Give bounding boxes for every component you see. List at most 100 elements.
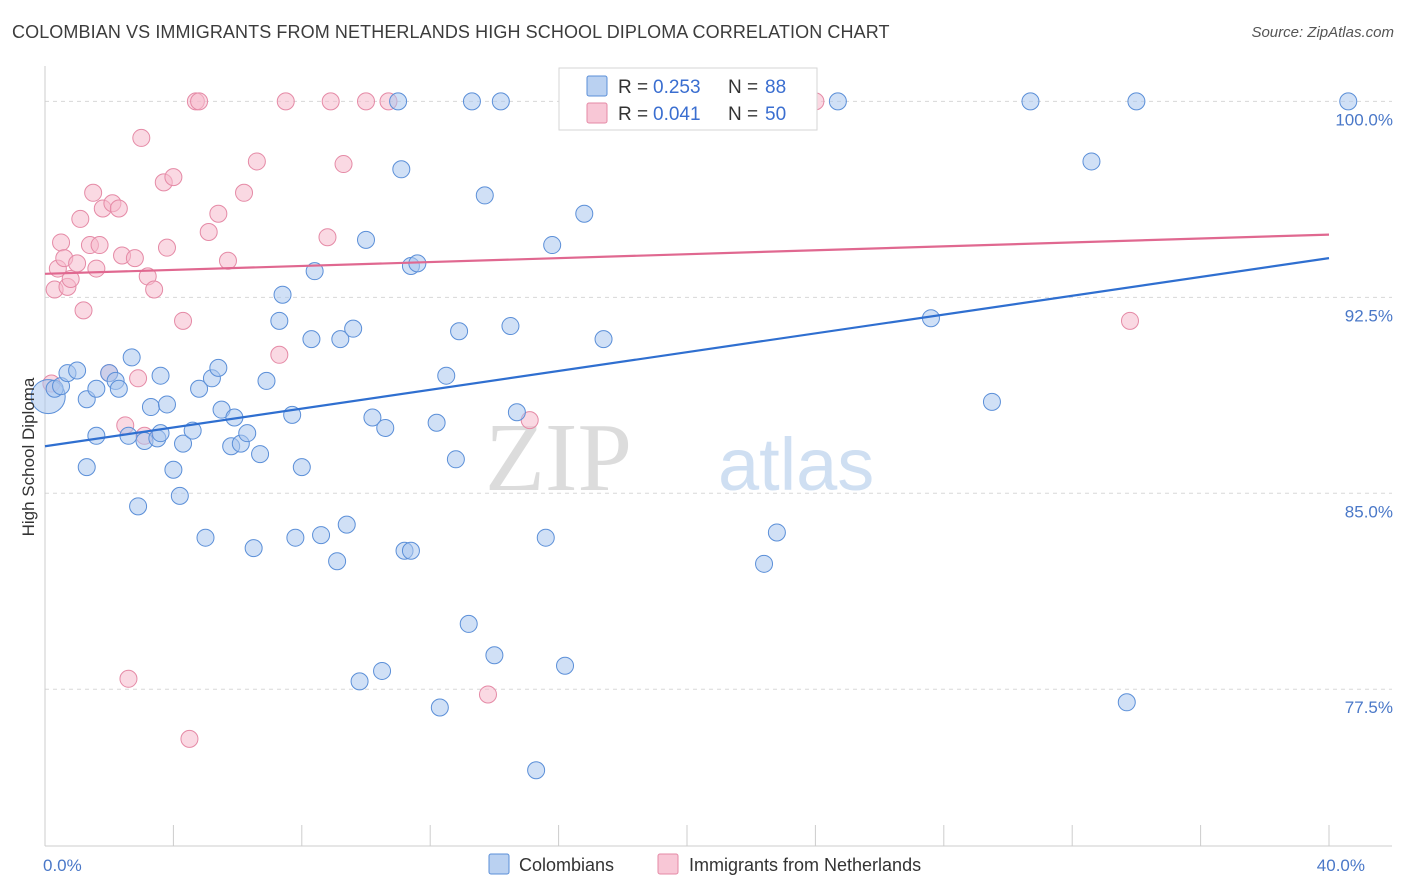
colombians-point-46: [344, 319, 363, 338]
netherlands-point-3: [52, 233, 71, 252]
legend-n-value-blue: 88: [765, 77, 786, 98]
colombians-point-62: [475, 186, 494, 205]
colombians-point-44: [331, 330, 350, 349]
colombians-point-74: [373, 661, 392, 680]
y-tick-labels: 100.0% 92.5% 85.0% 77.5%: [1335, 110, 1393, 717]
colombians-point-61: [462, 92, 481, 111]
colombians-point-21: [174, 434, 193, 453]
colombians-point-45: [337, 515, 356, 534]
colombians-point-20: [170, 486, 189, 505]
netherlands-point-9: [74, 301, 93, 320]
y-tick-label-0: 100.0%: [1335, 110, 1393, 129]
colombians-point-86: [87, 379, 106, 398]
netherlands-point-29: [164, 168, 183, 187]
colombians-point-47: [357, 230, 375, 249]
colombians-point-76: [755, 554, 774, 573]
correlation-legend: R = 0.253 N = 88 R = 0.041 N = 50: [558, 67, 818, 131]
colombians-point-81: [1021, 92, 1040, 111]
colombians-point-67: [527, 761, 546, 780]
netherlands-point-6: [61, 270, 80, 289]
colombians-trend-line: [44, 257, 1330, 448]
colombians-point-18: [157, 395, 176, 414]
colombians-point-36: [273, 285, 292, 304]
bottom-legend-swatch-blue: [488, 853, 510, 875]
colombians-point-26: [209, 358, 228, 377]
colombians-point-50: [389, 92, 408, 111]
x-tick-label-0: 0.0%: [43, 856, 82, 875]
colombians-point-41: [305, 262, 324, 281]
legend-n-label-pink: N =: [728, 104, 758, 125]
colombians-point-40: [302, 330, 321, 349]
colombians-point-39: [292, 458, 311, 477]
netherlands-point-26: [145, 280, 164, 299]
legend-swatch-pink: [586, 102, 608, 124]
netherlands-point-38: [247, 152, 266, 171]
legend-r-label-blue: R =: [618, 77, 648, 98]
colombians-point-57: [437, 366, 456, 385]
netherlands-point-39: [270, 345, 289, 364]
colombians-point-63: [485, 646, 504, 665]
y-tick-label-2: 85.0%: [1345, 502, 1393, 521]
netherlands-point-23: [132, 128, 151, 147]
trend-lines: [44, 233, 1330, 448]
netherlands-point-41: [318, 228, 337, 247]
netherlands-point-7: [68, 254, 87, 273]
colombians-point-71: [575, 204, 594, 223]
netherlands-point-43: [334, 155, 353, 174]
netherlands-point-20: [119, 669, 138, 688]
netherlands-point-46: [478, 685, 497, 704]
colombians-point-15: [141, 398, 160, 417]
colombians-point-56: [427, 413, 446, 432]
colombians-point-82: [1082, 152, 1101, 171]
colombians-point-64: [491, 92, 510, 111]
netherlands-point-36: [218, 251, 237, 270]
colombians-point-72: [594, 330, 613, 349]
colombians-point-83: [1117, 693, 1136, 712]
bottom-legend-label-colombians: Colombians: [519, 855, 614, 875]
legend-r-value-pink: 0.041: [653, 104, 701, 125]
colombians-point-65: [501, 317, 520, 336]
pink-series-points: [42, 92, 1139, 748]
netherlands-point-40: [276, 92, 295, 111]
colombians-point-70: [556, 656, 575, 675]
colombians-point-43: [328, 552, 347, 571]
colombians-point-59: [450, 322, 469, 341]
colombians-point-4: [68, 361, 87, 380]
colombians-point-32: [244, 539, 263, 558]
legend-n-value-pink: 50: [765, 104, 786, 125]
chart-title: COLOMBIAN VS IMMIGRANTS FROM NETHERLANDS…: [12, 22, 890, 42]
netherlands-point-22: [129, 369, 148, 388]
colombians-point-38: [286, 528, 305, 547]
netherlands-point-33: [190, 92, 209, 111]
netherlands-point-44: [357, 92, 375, 111]
netherlands-point-35: [209, 204, 228, 223]
colombians-point-34: [257, 371, 276, 390]
x-tick-labels: 0.0% 40.0%: [43, 856, 1365, 875]
colombians-point-77: [767, 523, 786, 542]
colombians-point-49: [376, 418, 395, 437]
colombians-point-69: [543, 236, 562, 255]
legend-n-label-blue: N =: [728, 77, 758, 98]
colombians-point-42: [312, 526, 331, 545]
netherlands-point-31: [180, 729, 199, 748]
colombians-point-51: [392, 160, 411, 179]
watermark: ZIP atlas: [485, 404, 874, 512]
x-tick-label-1: 40.0%: [1317, 856, 1365, 875]
colombians-point-31: [238, 424, 257, 443]
blue-series-points: [30, 92, 1358, 780]
colombians-point-24: [196, 528, 215, 547]
source-label: Source: ZipAtlas.com: [1251, 24, 1394, 41]
colombians-point-66: [507, 403, 526, 422]
y-tick-label-3: 77.5%: [1345, 698, 1393, 717]
netherlands-point-49: [1120, 311, 1139, 330]
colombians-point-10: [109, 379, 128, 398]
netherlands-point-17: [109, 199, 128, 218]
watermark-atlas: atlas: [718, 423, 874, 506]
colombians-point-6: [87, 426, 106, 445]
colombians-point-12: [122, 348, 141, 367]
colombians-point-58: [446, 450, 465, 469]
series-legend: Colombians Immigrants from Netherlands: [488, 853, 921, 875]
colombians-point-48: [363, 408, 382, 427]
colombians-point-54: [401, 541, 420, 560]
